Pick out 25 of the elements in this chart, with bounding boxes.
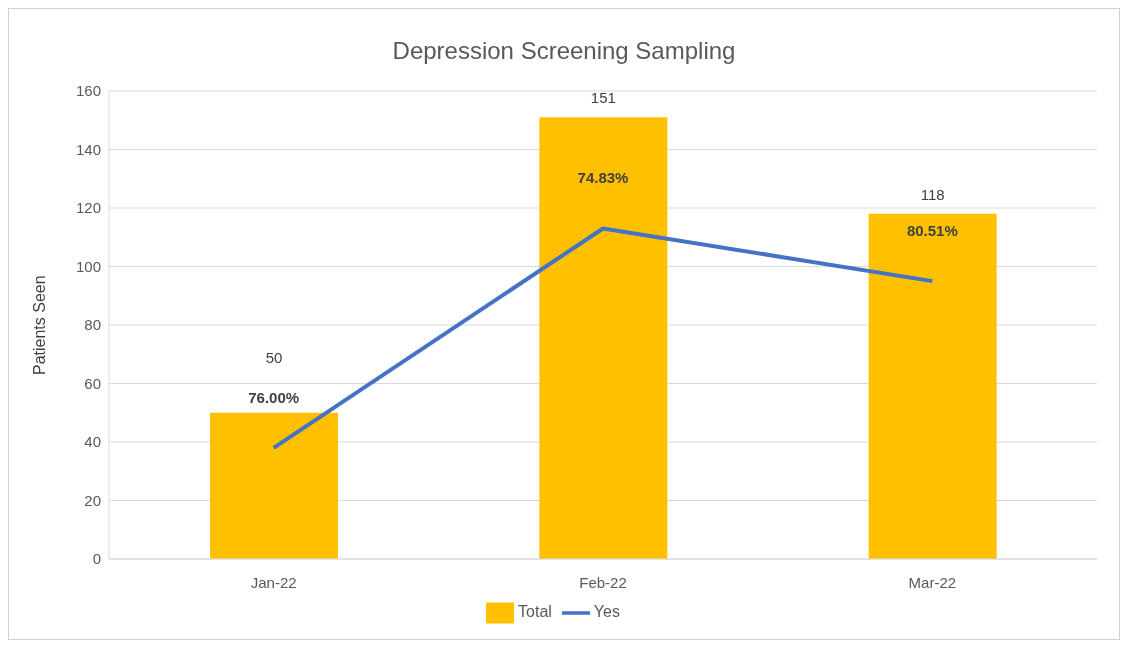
y-tick-label: 0 <box>92 550 101 568</box>
y-tick-label: 20 <box>84 491 101 509</box>
y-tick-label: 40 <box>84 433 101 451</box>
y-tick-label: 120 <box>75 199 101 217</box>
data-label: 118 <box>920 185 945 203</box>
y-axis-title: Patients Seen <box>30 275 48 375</box>
annotation: 74.83% <box>577 169 629 187</box>
data-label: 151 <box>590 89 616 107</box>
x-tick-label: Mar-22 <box>908 573 957 591</box>
bar <box>210 412 338 559</box>
bar <box>868 213 997 559</box>
y-tick-label: 100 <box>75 257 101 275</box>
y-tick-label: 140 <box>75 140 101 158</box>
data-label: 50 <box>265 348 283 366</box>
y-tick-label: 80 <box>84 316 101 334</box>
chart-title: Depression Screening Sampling <box>391 37 737 66</box>
legend-label: Total <box>518 603 552 621</box>
annotation: 80.51% <box>906 222 958 240</box>
bar <box>539 117 668 559</box>
x-tick-label: Jan-22 <box>250 573 297 591</box>
x-tick-label: Feb-22 <box>579 573 627 591</box>
y-tick-label: 60 <box>84 374 101 392</box>
annotation: 76.00% <box>248 388 300 406</box>
legend-label: Yes <box>593 603 620 621</box>
y-tick-label: 160 <box>75 82 101 100</box>
